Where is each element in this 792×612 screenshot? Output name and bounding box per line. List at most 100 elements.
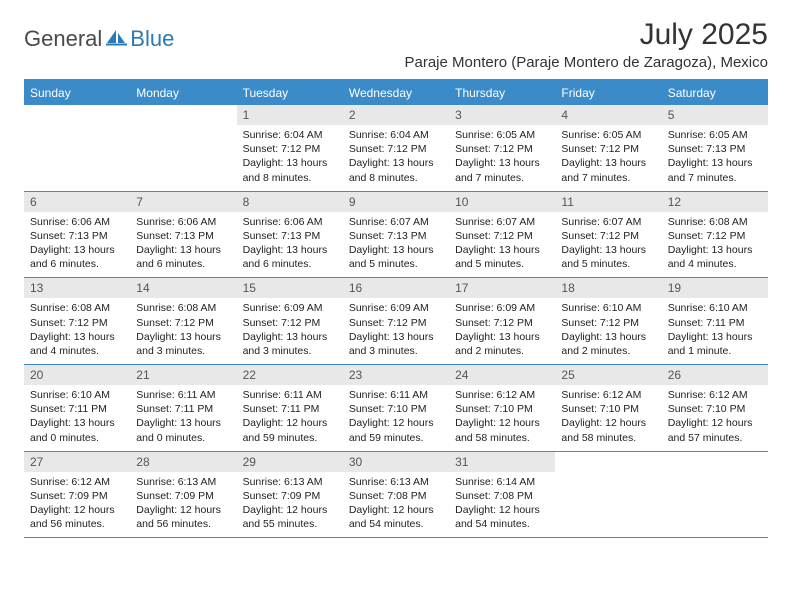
sunrise-line: Sunrise: 6:12 AM <box>30 475 124 489</box>
day-content: Sunrise: 6:11 AMSunset: 7:11 PMDaylight:… <box>237 385 343 451</box>
sunset-line: Sunset: 7:13 PM <box>668 142 762 156</box>
daylight-line: Daylight: 13 hours and 5 minutes. <box>561 243 655 271</box>
calendar-day-cell: 23Sunrise: 6:11 AMSunset: 7:10 PMDayligh… <box>343 365 449 452</box>
sunset-line: Sunset: 7:12 PM <box>455 229 549 243</box>
day-number: 12 <box>662 192 768 212</box>
daylight-line: Daylight: 13 hours and 3 minutes. <box>349 330 443 358</box>
daylight-line: Daylight: 13 hours and 6 minutes. <box>243 243 337 271</box>
sunrise-line: Sunrise: 6:12 AM <box>455 388 549 402</box>
day-number: 30 <box>343 452 449 472</box>
daylight-line: Daylight: 13 hours and 1 minute. <box>668 330 762 358</box>
daylight-line: Daylight: 12 hours and 56 minutes. <box>30 503 124 531</box>
day-content: Sunrise: 6:09 AMSunset: 7:12 PMDaylight:… <box>343 298 449 364</box>
day-number: 4 <box>555 105 661 125</box>
sunrise-line: Sunrise: 6:12 AM <box>561 388 655 402</box>
sunset-line: Sunset: 7:10 PM <box>455 402 549 416</box>
day-number: 7 <box>130 192 236 212</box>
day-number: 23 <box>343 365 449 385</box>
daylight-line: Daylight: 13 hours and 3 minutes. <box>243 330 337 358</box>
sunset-line: Sunset: 7:12 PM <box>30 316 124 330</box>
daylight-line: Daylight: 13 hours and 0 minutes. <box>136 416 230 444</box>
daylight-line: Daylight: 13 hours and 2 minutes. <box>455 330 549 358</box>
day-content: Sunrise: 6:13 AMSunset: 7:08 PMDaylight:… <box>343 472 449 538</box>
daylight-line: Daylight: 12 hours and 55 minutes. <box>243 503 337 531</box>
calendar-week-row: 27Sunrise: 6:12 AMSunset: 7:09 PMDayligh… <box>24 451 768 538</box>
calendar-day-cell: 20Sunrise: 6:10 AMSunset: 7:11 PMDayligh… <box>24 365 130 452</box>
calendar-day-cell: 17Sunrise: 6:09 AMSunset: 7:12 PMDayligh… <box>449 278 555 365</box>
sunset-line: Sunset: 7:10 PM <box>668 402 762 416</box>
day-number: 31 <box>449 452 555 472</box>
daylight-line: Daylight: 13 hours and 2 minutes. <box>561 330 655 358</box>
calendar-body: 1Sunrise: 6:04 AMSunset: 7:12 PMDaylight… <box>24 105 768 538</box>
daylight-line: Daylight: 13 hours and 3 minutes. <box>136 330 230 358</box>
day-number: 5 <box>662 105 768 125</box>
day-number: 20 <box>24 365 130 385</box>
daylight-line: Daylight: 13 hours and 7 minutes. <box>455 156 549 184</box>
weekday-header: Sunday <box>24 80 130 105</box>
day-content: Sunrise: 6:11 AMSunset: 7:10 PMDaylight:… <box>343 385 449 451</box>
day-number: 18 <box>555 278 661 298</box>
sunset-line: Sunset: 7:12 PM <box>243 142 337 156</box>
daylight-line: Daylight: 12 hours and 59 minutes. <box>349 416 443 444</box>
weekday-header: Wednesday <box>343 80 449 105</box>
day-number: 8 <box>237 192 343 212</box>
calendar-day-cell: 19Sunrise: 6:10 AMSunset: 7:11 PMDayligh… <box>662 278 768 365</box>
calendar-day-cell: 18 Sunrise: 6:10 AMSunset: 7:12 PMDayligh… <box>555 278 661 365</box>
weekday-header: Saturday <box>662 80 768 105</box>
sunset-line: Sunset: 7:12 PM <box>455 316 549 330</box>
day-number: 15 <box>237 278 343 298</box>
day-number: 6 <box>24 192 130 212</box>
day-content: Sunrise: 6:06 AMSunset: 7:13 PMDaylight:… <box>130 212 236 278</box>
calendar-day-cell: 21Sunrise: 6:11 AMSunset: 7:11 PMDayligh… <box>130 365 236 452</box>
day-content: Sunrise: 6:05 AMSunset: 7:12 PMDaylight:… <box>555 125 661 191</box>
daylight-line: Daylight: 13 hours and 6 minutes. <box>136 243 230 271</box>
calendar-day-cell: 30Sunrise: 6:13 AMSunset: 7:08 PMDayligh… <box>343 451 449 538</box>
day-number: 9 <box>343 192 449 212</box>
sunset-line: Sunset: 7:12 PM <box>349 316 443 330</box>
calendar-week-row: 1Sunrise: 6:04 AMSunset: 7:12 PMDaylight… <box>24 105 768 191</box>
daylight-line: Daylight: 12 hours and 57 minutes. <box>668 416 762 444</box>
logo-text-general: General <box>24 26 102 52</box>
calendar-week-row: 13Sunrise: 6:08 AMSunset: 7:12 PMDayligh… <box>24 278 768 365</box>
calendar-week-row: 6Sunrise: 6:06 AMSunset: 7:13 PMDaylight… <box>24 191 768 278</box>
day-content: Sunrise: 6:09 AMSunset: 7:12 PMDaylight:… <box>237 298 343 364</box>
day-number: 16 <box>343 278 449 298</box>
weekday-header: Friday <box>555 80 661 105</box>
calendar-day-cell: 15Sunrise: 6:09 AMSunset: 7:12 PMDayligh… <box>237 278 343 365</box>
calendar-day-cell: 24Sunrise: 6:12 AMSunset: 7:10 PMDayligh… <box>449 365 555 452</box>
day-content: Sunrise: 6:08 AMSunset: 7:12 PMDaylight:… <box>662 212 768 278</box>
sunrise-line: Sunrise: 6:10 AM <box>30 388 124 402</box>
sunrise-line: Sunrise: 6:11 AM <box>243 388 337 402</box>
sunrise-line: Sunrise: 6:08 AM <box>136 301 230 315</box>
sunrise-line: Sunrise: 6:10 AM <box>561 301 655 315</box>
day-number: 1 <box>237 105 343 125</box>
day-content: Sunrise: 6:08 AMSunset: 7:12 PMDaylight:… <box>24 298 130 364</box>
daylight-line: Daylight: 13 hours and 0 minutes. <box>30 416 124 444</box>
calendar-day-cell: 4Sunrise: 6:05 AMSunset: 7:12 PMDaylight… <box>555 105 661 191</box>
sunrise-line: Sunrise: 6:08 AM <box>668 215 762 229</box>
calendar-day-cell: 7Sunrise: 6:06 AMSunset: 7:13 PMDaylight… <box>130 191 236 278</box>
logo-text-blue: Blue <box>130 26 174 52</box>
month-title: July 2025 <box>404 18 768 52</box>
sunset-line: Sunset: 7:12 PM <box>561 316 655 330</box>
calendar-day-cell: 29Sunrise: 6:13 AMSunset: 7:09 PMDayligh… <box>237 451 343 538</box>
sunset-line: Sunset: 7:11 PM <box>668 316 762 330</box>
sunrise-line: Sunrise: 6:13 AM <box>136 475 230 489</box>
day-content: Sunrise: 6:08 AMSunset: 7:12 PMDaylight:… <box>130 298 236 364</box>
day-content: Sunrise: 6:10 AMSunset: 7:11 PMDaylight:… <box>662 298 768 364</box>
sunrise-line: Sunrise: 6:11 AM <box>136 388 230 402</box>
calendar-day-cell: 5Sunrise: 6:05 AMSunset: 7:13 PMDaylight… <box>662 105 768 191</box>
weekday-header: Thursday <box>449 80 555 105</box>
day-content: Sunrise: 6:04 AMSunset: 7:12 PMDaylight:… <box>343 125 449 191</box>
daylight-line: Daylight: 13 hours and 7 minutes. <box>561 156 655 184</box>
day-content: Sunrise: 6:06 AMSunset: 7:13 PMDaylight:… <box>237 212 343 278</box>
sunset-line: Sunset: 7:13 PM <box>30 229 124 243</box>
calendar-day-cell <box>555 451 661 538</box>
day-number: 17 <box>449 278 555 298</box>
day-content: Sunrise: 6:12 AMSunset: 7:10 PMDaylight:… <box>449 385 555 451</box>
daylight-line: Daylight: 12 hours and 54 minutes. <box>349 503 443 531</box>
day-content: Sunrise: 6:12 AMSunset: 7:10 PMDaylight:… <box>662 385 768 451</box>
daylight-line: Daylight: 13 hours and 4 minutes. <box>30 330 124 358</box>
calendar-day-cell: 2Sunrise: 6:04 AMSunset: 7:12 PMDaylight… <box>343 105 449 191</box>
calendar-table: Sunday Monday Tuesday Wednesday Thursday… <box>24 79 768 538</box>
